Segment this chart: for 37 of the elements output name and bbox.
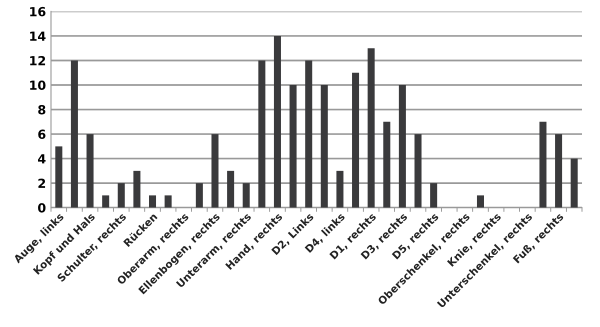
bar	[211, 134, 218, 208]
bar	[133, 170, 140, 208]
y-tick-label: 10	[30, 80, 46, 90]
y-tick-label: 2	[38, 178, 46, 188]
bar	[86, 134, 94, 208]
bar	[476, 195, 484, 208]
y-tick-label: 12	[30, 56, 46, 66]
bar	[102, 195, 110, 208]
bar	[274, 36, 281, 208]
bar	[164, 195, 172, 208]
y-tick-label: 0	[38, 203, 46, 213]
y-tick-label: 14	[30, 32, 46, 41]
bar	[196, 183, 203, 208]
y-tick-label: 6	[38, 130, 46, 139]
bar	[305, 60, 312, 208]
bar	[398, 85, 406, 208]
bar	[352, 72, 360, 208]
y-tick-label: 8	[38, 105, 46, 114]
bar	[118, 183, 125, 208]
bar	[336, 170, 344, 208]
bar	[555, 134, 562, 208]
y-tick-label: 4	[38, 154, 46, 164]
bar	[320, 85, 328, 208]
bar	[430, 183, 438, 208]
y-tick-label: 16	[30, 6, 46, 16]
bar	[70, 60, 78, 208]
bar	[149, 195, 156, 208]
bar	[368, 48, 375, 208]
bar	[55, 146, 62, 208]
bar	[570, 158, 578, 208]
bar	[227, 170, 234, 208]
bar	[414, 134, 422, 208]
bar	[258, 60, 266, 208]
bar	[539, 122, 546, 208]
bar	[242, 183, 250, 208]
bar	[290, 85, 297, 208]
bar	[383, 122, 390, 208]
